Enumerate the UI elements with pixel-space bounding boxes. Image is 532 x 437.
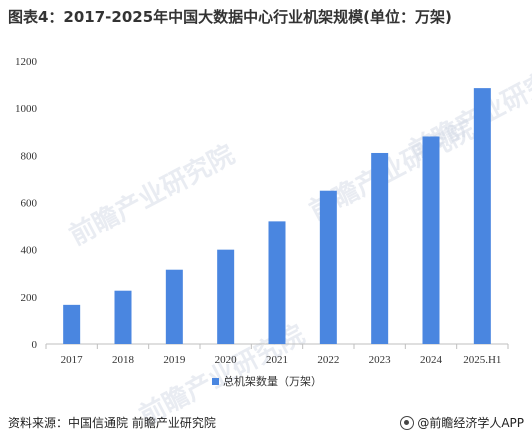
bar-series bbox=[63, 88, 491, 344]
x-tick-label: 2018 bbox=[112, 354, 135, 366]
bar bbox=[268, 221, 286, 344]
legend: 总机架数量（万架） bbox=[212, 374, 322, 388]
bar bbox=[473, 88, 491, 344]
y-tick-label: 800 bbox=[21, 150, 38, 162]
brand-credit-text: @前瞻经济学人APP bbox=[417, 416, 524, 430]
y-tick-label: 200 bbox=[21, 292, 38, 304]
x-axis: 2017 2018 2019 2020 2021 2022 2023 2024 2025.H1 bbox=[45, 343, 509, 366]
source-note: 资料来源：中国信通院 前瞻产业研究院 bbox=[8, 416, 216, 430]
y-tick-label: 1000 bbox=[15, 103, 38, 115]
bar bbox=[63, 304, 81, 344]
bar bbox=[114, 290, 132, 344]
x-tick-label: 2024 bbox=[420, 354, 443, 366]
x-tick-label: 2020 bbox=[215, 354, 238, 366]
x-tick-label: 2022 bbox=[317, 354, 339, 366]
y-tick-label: 600 bbox=[21, 198, 38, 210]
brand-logo-icon bbox=[400, 415, 415, 430]
legend-swatch bbox=[212, 378, 219, 385]
legend-label: 总机架数量（万架） bbox=[223, 374, 322, 388]
y-tick-label: 0 bbox=[32, 339, 38, 351]
bar bbox=[422, 136, 440, 344]
brand-credit: @前瞻经济学人APP bbox=[400, 414, 524, 431]
y-axis: 0 200 400 600 800 1000 1200 bbox=[15, 56, 38, 351]
y-tick-label: 400 bbox=[21, 245, 38, 257]
chart-title: 图表4：2017-2025年中国大数据中心行业机架规模(单位：万架) bbox=[8, 8, 452, 26]
x-tick-label: 2023 bbox=[369, 354, 392, 366]
bar bbox=[371, 152, 389, 344]
bar bbox=[165, 269, 183, 344]
bar bbox=[217, 249, 235, 344]
x-tick-label: 2017 bbox=[61, 354, 84, 366]
x-tick-label: 2021 bbox=[266, 354, 288, 366]
bar bbox=[319, 190, 337, 344]
x-tick-label: 2025.H1 bbox=[463, 354, 501, 366]
x-tick-label: 2019 bbox=[163, 354, 186, 366]
y-tick-label: 1200 bbox=[15, 56, 38, 68]
